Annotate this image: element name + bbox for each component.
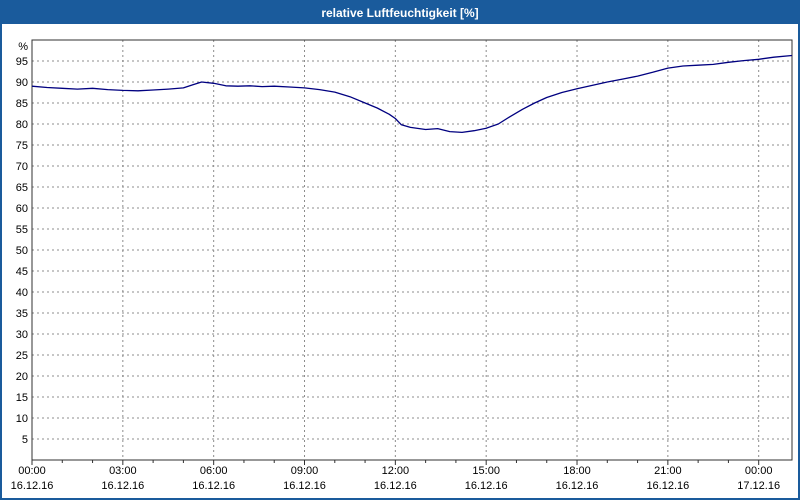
y-tick-label: 30 [16,329,28,341]
x-tick-date: 16.12.16 [465,480,508,492]
y-tick-label: 40 [16,287,28,299]
y-tick-label: 85 [16,98,28,110]
y-tick-label: 35 [16,308,28,320]
y-tick-label: 50 [16,245,28,257]
x-tick-time: 00:00 [745,465,773,477]
y-tick-label: 65 [16,182,28,194]
y-tick-label: 75 [16,140,28,152]
y-tick-label: 55 [16,224,28,236]
x-tick-time: 00:00 [18,465,46,477]
x-tick-date: 16.12.16 [646,480,689,492]
y-tick-label: 70 [16,161,28,173]
y-tick-label: 10 [16,413,28,425]
humidity-line [31,54,793,134]
plot-frame [31,39,793,461]
y-tick-label: 5 [22,434,28,446]
y-tick-label: 95 [16,56,28,68]
x-tick-time: 21:00 [654,465,682,477]
title-bar: relative Luftfeuchtigkeit [%] [2,2,798,24]
x-tick-date: 16.12.16 [11,480,54,492]
y-tick-label: 20 [16,371,28,383]
x-tick-date: 16.12.16 [192,480,235,492]
x-tick-time: 15:00 [472,465,500,477]
x-tick-date: 16.12.16 [374,480,417,492]
x-tick-date: 16.12.16 [283,480,326,492]
y-tick-label: 25 [16,350,28,362]
x-tick-date: 17.12.16 [737,480,780,492]
chart-area: 5 10 15 20 25 30 35 40 45 50 55 60 65 70 75 80 85 90 95 00:… [2,24,798,498]
chart-title: relative Luftfeuchtigkeit [%] [321,6,479,20]
x-tick-time: 06:00 [200,465,228,477]
x-tick-time: 03:00 [109,465,137,477]
chart-svg: 5 10 15 20 25 30 35 40 45 50 55 60 65 70 75 80 85 90 95 00:… [11,39,793,492]
y-tick-label: 45 [16,266,28,278]
x-tick-date: 16.12.16 [556,480,599,492]
x-tick-time: 18:00 [563,465,591,477]
y-axis-unit: % [18,41,28,53]
y-tick-label: 60 [16,203,28,215]
x-tick-date: 16.12.16 [101,480,144,492]
x-tick-time: 09:00 [291,465,319,477]
y-tick-label: 80 [16,119,28,131]
x-tick-time: 12:00 [382,465,410,477]
y-tick-label: 15 [16,392,28,404]
y-tick-label: 90 [16,77,28,89]
